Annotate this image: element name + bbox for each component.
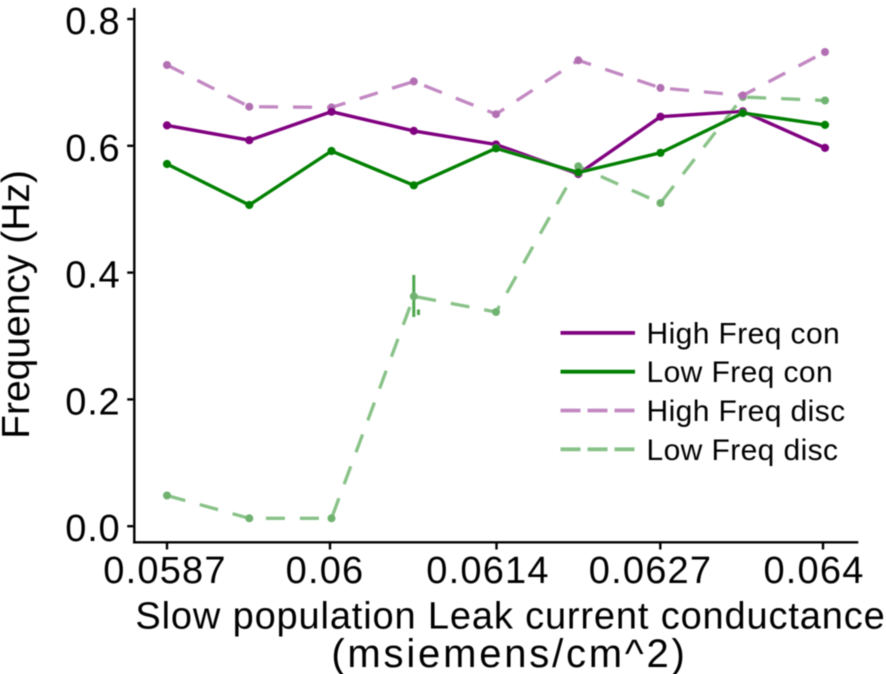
svg-text:0.4: 0.4 (65, 255, 120, 297)
svg-text:Slow population Leak current c: Slow population Leak current conductance (135, 596, 885, 638)
svg-text:Low Freq disc: Low Freq disc (647, 434, 839, 467)
svg-text:0.064: 0.064 (763, 550, 864, 592)
svg-text:0.6: 0.6 (65, 128, 120, 170)
svg-text:0.0614: 0.0614 (426, 550, 549, 592)
svg-text:Low Freq con: Low Freq con (647, 356, 834, 389)
svg-text:0.0: 0.0 (65, 508, 120, 550)
svg-text:High Freq disc: High Freq disc (647, 395, 846, 428)
svg-text:(msiemens/cm^2): (msiemens/cm^2) (331, 632, 687, 674)
svg-text:Frequency (Hz): Frequency (Hz) (0, 170, 38, 439)
svg-text:0.0587: 0.0587 (103, 550, 226, 592)
svg-text:0.8: 0.8 (65, 1, 120, 43)
svg-text:High Freq con: High Freq con (647, 317, 841, 350)
svg-text:0.0627: 0.0627 (589, 550, 712, 592)
svg-text:0.2: 0.2 (65, 381, 120, 423)
svg-text:0.06: 0.06 (286, 550, 365, 592)
